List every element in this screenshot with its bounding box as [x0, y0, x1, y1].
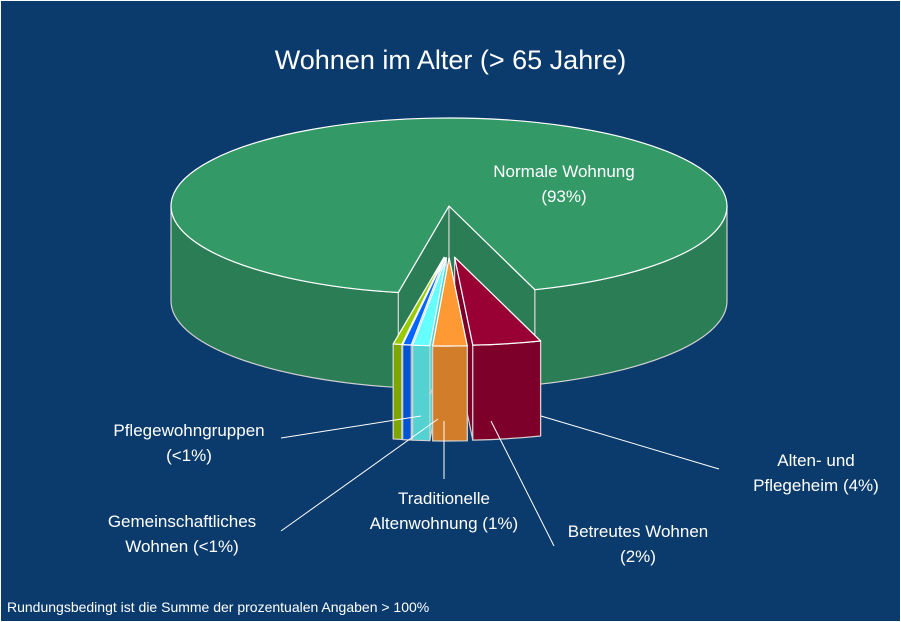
- value-label: (<1%): [192, 537, 239, 556]
- slice-wall: [432, 345, 468, 442]
- category-label: Pflegewohngruppen: [113, 421, 265, 440]
- category-label: Alten- und Pflegeheim: [753, 451, 855, 495]
- leader-line: [280, 418, 439, 532]
- slice-top: [454, 256, 542, 346]
- chart-title: Wohnen im Alter (> 65 Jahre): [274, 45, 627, 75]
- value-label: (93%): [541, 187, 587, 206]
- leader-line: [280, 415, 422, 439]
- slice-top: [170, 117, 728, 294]
- slice-wall: [472, 340, 542, 441]
- leader-line: [540, 415, 720, 470]
- category-label: Gemeinschaftliches Wohnen: [107, 512, 257, 556]
- category-label: Betreutes Wohnen: [567, 522, 709, 541]
- slice-label: Alten- und Pflegeheim (4%): [751, 448, 881, 498]
- slice-label: Normale Wohnung (93%): [472, 159, 657, 209]
- slice-label: Betreutes Wohnen (2%): [563, 519, 713, 569]
- value-label: (1%): [482, 514, 519, 533]
- slice-top: [392, 256, 445, 346]
- slice-top: [412, 257, 447, 347]
- leader-line: [490, 420, 555, 547]
- slice-wall: [402, 344, 412, 441]
- slice-top: [402, 257, 446, 346]
- value-label: (4%): [842, 476, 879, 495]
- slice-label: Gemeinschaftliches Wohnen (<1%): [100, 509, 265, 559]
- value-label: (2%): [620, 547, 656, 566]
- slice-top: [432, 257, 468, 347]
- slice-label: Traditionelle Altenwohnung (1%): [362, 486, 527, 536]
- footnote: Rundungsbedingt ist die Summe der prozen…: [7, 599, 430, 615]
- category-label: Normale Wohnung: [493, 162, 635, 181]
- slice-wall: [392, 343, 403, 441]
- slice-label: Pflegewohngruppen (<1%): [109, 418, 269, 468]
- category-label: Traditionelle Altenwohnung: [369, 489, 490, 533]
- value-label: (<1%): [166, 446, 212, 465]
